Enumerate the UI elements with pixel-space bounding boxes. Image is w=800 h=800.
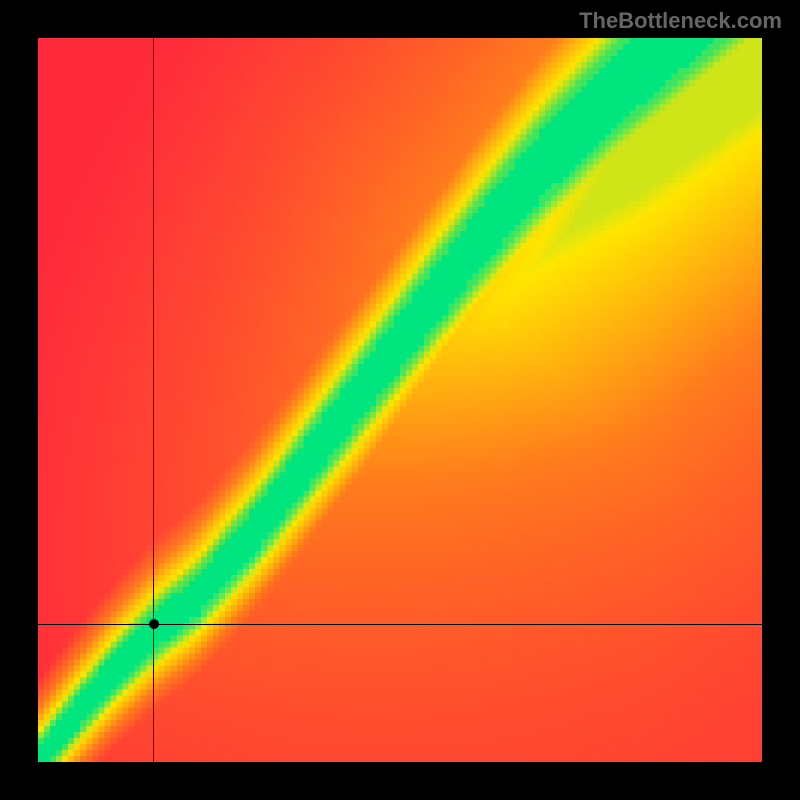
crosshair-vertical [153,38,154,762]
crosshair-marker-dot [149,619,159,629]
bottleneck-heatmap [38,38,762,762]
crosshair-horizontal [38,624,762,625]
watermark-text: TheBottleneck.com [579,8,782,34]
heatmap-canvas [38,38,762,762]
